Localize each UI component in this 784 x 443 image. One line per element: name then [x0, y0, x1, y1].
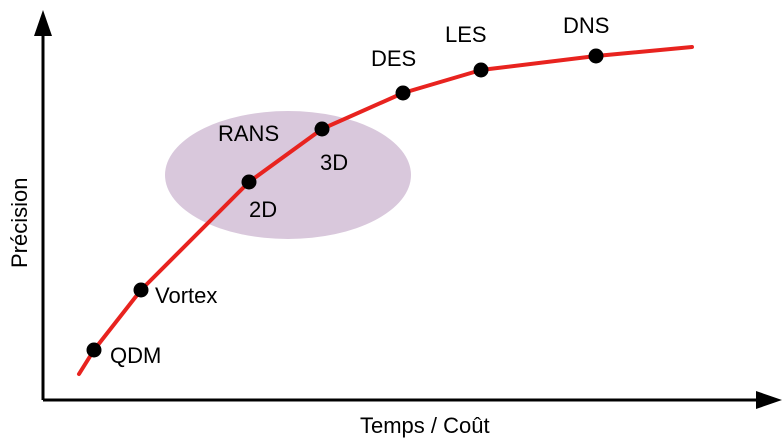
- point-vortex: [133, 282, 149, 298]
- x-axis-label: Temps / Coût: [360, 413, 490, 438]
- point-rans-2d: [241, 174, 257, 190]
- rans-highlight-ellipse: [165, 111, 411, 239]
- point-qdm: [86, 342, 102, 358]
- y-axis-arrow-icon: [34, 10, 52, 36]
- label-rans-group: RANS: [218, 121, 279, 146]
- label-dns: DNS: [563, 13, 609, 38]
- label-qdm: QDM: [110, 343, 161, 368]
- point-des: [395, 85, 411, 101]
- label-rans-2d: 2D: [249, 197, 277, 222]
- point-les: [473, 62, 489, 78]
- label-les: LES: [445, 22, 487, 47]
- y-axis-label: Précision: [7, 178, 32, 268]
- point-rans-3d: [314, 121, 330, 137]
- label-des: DES: [371, 46, 416, 71]
- label-rans-3d: 3D: [320, 150, 348, 175]
- label-vortex: Vortex: [155, 283, 217, 308]
- point-dns: [588, 48, 604, 64]
- x-axis-arrow-icon: [756, 391, 782, 409]
